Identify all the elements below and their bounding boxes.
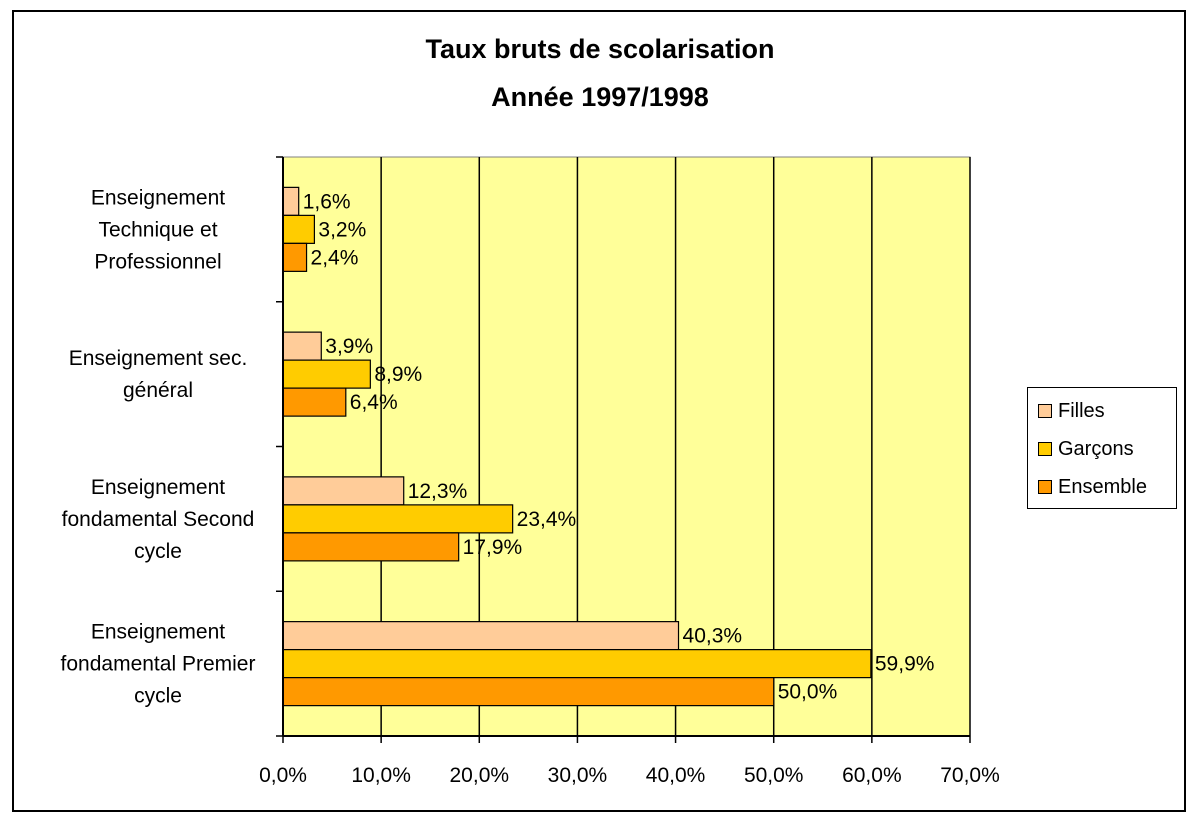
category-label: Technique et	[98, 218, 217, 241]
x-tick-label: 40,0%	[646, 764, 706, 787]
bar-ensemble-3	[282, 677, 775, 707]
value-label: 59,9%	[875, 653, 935, 676]
category-label: Enseignement	[91, 621, 225, 644]
category-label: cycle	[134, 685, 182, 708]
value-label: 6,4%	[350, 391, 398, 414]
category-label: fondamental Premier	[61, 653, 256, 676]
value-label: 2,4%	[311, 246, 359, 269]
chart-title: Taux bruts de scolarisation	[425, 34, 775, 64]
legend-swatch-garcons	[1038, 442, 1052, 456]
category-label: Enseignement sec.	[69, 347, 248, 370]
x-tick-label: 0,0%	[259, 764, 307, 787]
category-label: cycle	[134, 540, 182, 563]
x-tick-label: 20,0%	[450, 764, 510, 787]
bar-filles-2	[282, 476, 405, 506]
bar-garons-0	[282, 214, 316, 244]
legend-label-ensemble: Ensemble	[1058, 475, 1147, 498]
category-label: général	[123, 379, 193, 402]
bar-ensemble-2	[282, 532, 460, 562]
bar-garons-2	[282, 504, 514, 534]
value-label: 40,3%	[683, 625, 743, 648]
value-label: 3,2%	[318, 218, 366, 241]
legend-label-filles: Filles	[1058, 399, 1105, 422]
legend-item-garcons: Garçons	[1038, 436, 1134, 462]
value-label: 3,9%	[325, 335, 373, 358]
category-label: Professionnel	[94, 250, 221, 273]
bar-garons-3	[282, 649, 872, 679]
x-tick-label: 50,0%	[744, 764, 804, 787]
x-tick-label: 60,0%	[842, 764, 902, 787]
category-label: Enseignement	[91, 476, 225, 499]
bar-ensemble-1	[282, 387, 347, 417]
value-label: 17,9%	[463, 536, 523, 559]
legend-item-ensemble: Ensemble	[1038, 474, 1147, 500]
legend-swatch-ensemble	[1038, 480, 1052, 494]
bar-ensemble-0	[282, 242, 308, 272]
category-label: Enseignement	[91, 186, 225, 209]
legend-item-filles: Filles	[1038, 398, 1105, 424]
legend-swatch-filles	[1038, 404, 1052, 418]
bar-garons-1	[282, 359, 371, 389]
bar-filles-3	[282, 621, 680, 651]
value-label: 23,4%	[517, 508, 577, 531]
bar-filles-1	[282, 331, 322, 361]
x-tick-label: 30,0%	[548, 764, 608, 787]
legend: Filles Garçons Ensemble	[1027, 387, 1177, 509]
bar-filles-0	[282, 186, 300, 216]
legend-label-garcons: Garçons	[1058, 437, 1134, 460]
value-label: 50,0%	[778, 681, 838, 704]
value-label: 8,9%	[374, 363, 422, 386]
value-label: 12,3%	[408, 480, 468, 503]
x-tick-label: 10,0%	[351, 764, 411, 787]
x-tick-label: 70,0%	[940, 764, 1000, 787]
category-label: fondamental Second	[62, 508, 255, 531]
chart-subtitle: Année 1997/1998	[491, 82, 709, 112]
value-label: 1,6%	[303, 190, 351, 213]
